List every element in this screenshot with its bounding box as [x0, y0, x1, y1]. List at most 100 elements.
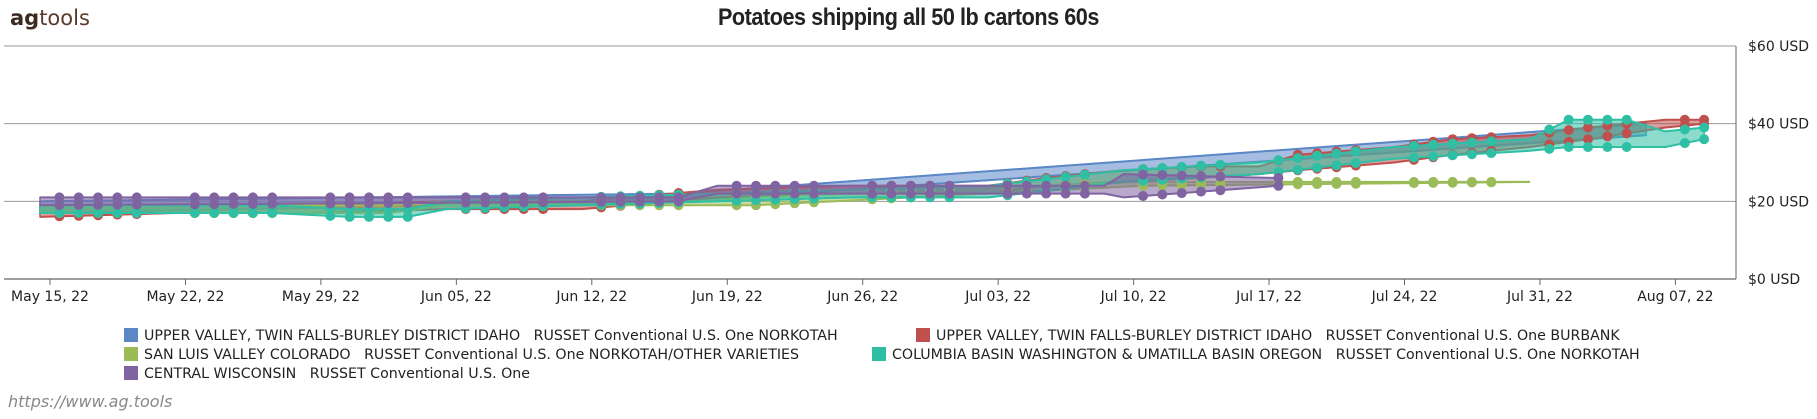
data-point[interactable] [73, 208, 84, 218]
data-point[interactable] [905, 188, 916, 199]
data-point[interactable] [944, 180, 955, 191]
data-point[interactable] [1138, 191, 1148, 201]
data-point[interactable] [73, 200, 84, 210]
legend-label[interactable]: SAN LUIS VALLEY COLORADO RUSSET Conventi… [144, 347, 799, 363]
data-point[interactable] [228, 199, 239, 209]
data-point[interactable] [1486, 136, 1497, 147]
data-point[interactable] [925, 188, 936, 199]
data-point[interactable] [1428, 177, 1439, 188]
data-point[interactable] [54, 192, 65, 203]
data-point[interactable] [1157, 189, 1168, 200]
data-point[interactable] [1583, 114, 1593, 125]
data-point[interactable] [751, 188, 761, 199]
data-point[interactable] [1215, 185, 1226, 196]
data-point[interactable] [1602, 114, 1613, 125]
data-point[interactable] [344, 198, 355, 209]
data-point[interactable] [809, 180, 819, 191]
data-point[interactable] [189, 199, 200, 210]
data-point[interactable] [1699, 122, 1710, 133]
data-point[interactable] [1563, 114, 1574, 125]
data-point[interactable] [1679, 138, 1690, 149]
data-point[interactable] [1428, 139, 1439, 150]
legend-label[interactable]: UPPER VALLEY, TWIN FALLS-BURLEY DISTRICT… [936, 328, 1620, 344]
data-point[interactable] [731, 180, 742, 191]
data-point[interactable] [1583, 142, 1593, 152]
data-point[interactable] [1002, 180, 1013, 191]
data-point[interactable] [189, 208, 200, 218]
data-point[interactable] [1196, 171, 1206, 182]
data-point[interactable] [1408, 178, 1419, 189]
data-point[interactable] [867, 188, 878, 199]
data-point[interactable] [1196, 186, 1206, 197]
legend-swatch[interactable] [124, 366, 138, 380]
data-point[interactable] [634, 196, 645, 207]
data-point[interactable] [364, 198, 374, 209]
data-point[interactable] [1447, 177, 1458, 188]
data-point[interactable] [344, 211, 355, 222]
data-point[interactable] [538, 197, 549, 208]
data-point[interactable] [209, 208, 220, 218]
data-point[interactable] [518, 197, 529, 208]
data-point[interactable] [886, 188, 897, 199]
data-point[interactable] [1486, 148, 1497, 159]
data-point[interactable] [93, 192, 104, 203]
data-point[interactable] [1331, 178, 1342, 189]
data-point[interactable] [1002, 188, 1013, 199]
data-point[interactable] [1138, 169, 1148, 180]
data-point[interactable] [1486, 177, 1497, 188]
data-point[interactable] [925, 180, 936, 191]
data-point[interactable] [751, 180, 761, 191]
data-point[interactable] [1621, 128, 1632, 139]
data-point[interactable] [1176, 188, 1187, 199]
data-point[interactable] [770, 180, 781, 191]
data-point[interactable] [364, 211, 374, 222]
footer-url[interactable]: https://www.ag.tools [8, 392, 173, 411]
data-point[interactable] [1447, 150, 1458, 161]
data-point[interactable] [131, 192, 142, 203]
data-point[interactable] [1060, 171, 1071, 182]
data-point[interactable] [1196, 160, 1206, 171]
data-point[interactable] [1466, 149, 1477, 160]
data-point[interactable] [1699, 134, 1710, 145]
data-point[interactable] [1331, 160, 1342, 171]
data-point[interactable] [731, 195, 742, 206]
data-point[interactable] [1215, 159, 1226, 170]
data-point[interactable] [1176, 161, 1187, 172]
data-point[interactable] [131, 208, 142, 218]
data-point[interactable] [499, 197, 510, 208]
data-point[interactable] [112, 199, 123, 210]
data-point[interactable] [1583, 134, 1593, 145]
data-point[interactable] [1273, 173, 1284, 183]
data-point[interactable] [1621, 114, 1632, 125]
data-point[interactable] [1350, 158, 1361, 169]
data-point[interactable] [1060, 188, 1071, 199]
data-point[interactable] [1679, 124, 1690, 135]
data-point[interactable] [325, 210, 336, 221]
data-point[interactable] [1583, 122, 1593, 133]
data-point[interactable] [1428, 151, 1439, 162]
data-point[interactable] [673, 196, 684, 207]
data-point[interactable] [1544, 124, 1555, 135]
data-point[interactable] [112, 192, 123, 203]
legend-label[interactable]: CENTRAL WISCONSIN RUSSET Conventional U.… [144, 366, 530, 382]
data-point[interactable] [383, 198, 394, 209]
data-point[interactable] [402, 211, 413, 222]
data-point[interactable] [480, 197, 491, 208]
data-point[interactable] [789, 180, 800, 191]
data-point[interactable] [867, 180, 878, 191]
data-point[interactable] [1079, 180, 1090, 191]
data-point[interactable] [402, 198, 413, 208]
data-point[interactable] [731, 188, 742, 199]
data-point[interactable] [54, 208, 65, 218]
data-point[interactable] [247, 208, 258, 218]
data-point[interactable] [654, 196, 665, 207]
data-point[interactable] [1157, 170, 1168, 181]
data-point[interactable] [1602, 131, 1613, 142]
data-point[interactable] [1466, 137, 1477, 148]
data-point[interactable] [1079, 188, 1090, 199]
data-point[interactable] [770, 188, 781, 199]
data-point[interactable] [1157, 163, 1168, 173]
data-point[interactable] [1060, 180, 1071, 191]
data-point[interactable] [1408, 140, 1419, 151]
data-point[interactable] [1544, 143, 1555, 154]
